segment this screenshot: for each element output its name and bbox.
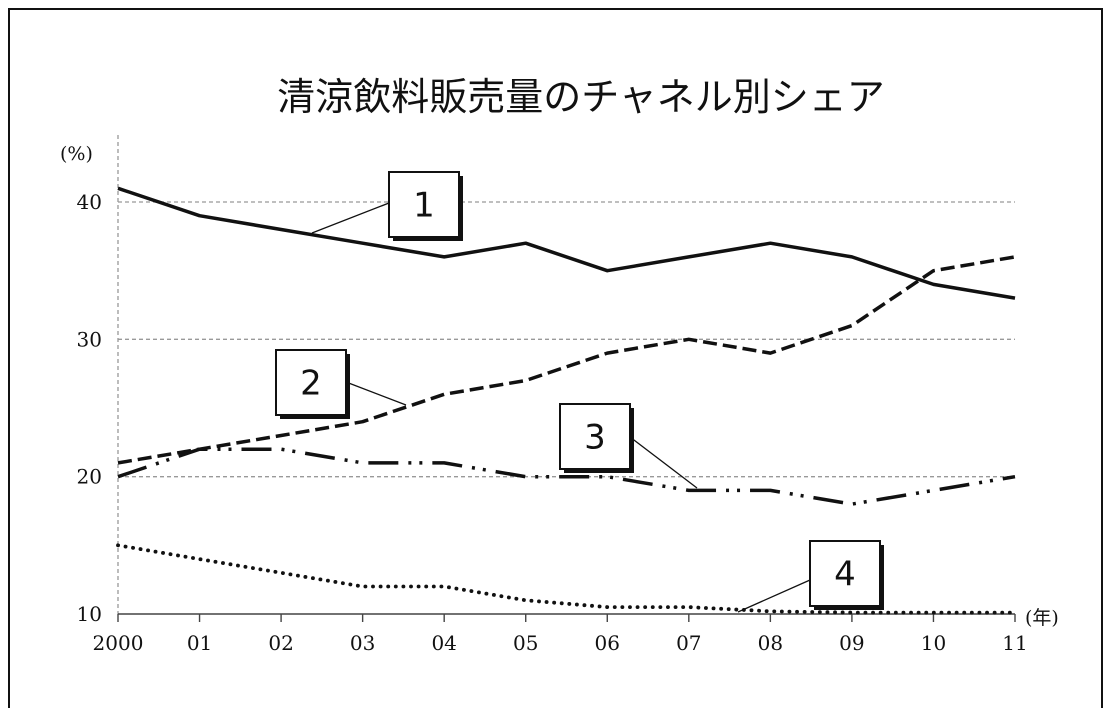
x-tick-label: 10: [921, 631, 946, 655]
x-tick-label: 11: [1002, 631, 1027, 655]
series-lines: [116, 186, 1017, 615]
series-label-4: 4: [834, 555, 856, 595]
series-line-1: [117, 186, 1016, 300]
series-line-3: [117, 447, 1016, 506]
series-label-3: 3: [584, 418, 606, 458]
callout-leader-4: [737, 579, 811, 613]
y-tick-label: 10: [77, 602, 102, 626]
y-axis-unit: (%): [60, 143, 93, 165]
y-tick-labels: 10 20 30 40: [77, 190, 102, 626]
x-tick-label: 06: [595, 631, 620, 655]
x-tick-label: 04: [431, 631, 456, 655]
x-tick-label: 03: [350, 631, 375, 655]
callout-box-3: [559, 403, 631, 470]
series-callouts: 1 2 3 4: [275, 171, 884, 613]
series-line-2: [117, 255, 1016, 465]
y-tick-label: 40: [77, 190, 102, 214]
x-tick-label: 07: [676, 631, 701, 655]
x-tick-label: 01: [187, 631, 212, 655]
y-tick-label: 30: [77, 327, 102, 351]
series-label-1: 1: [413, 186, 435, 226]
callout-box-2: [275, 349, 347, 416]
x-tick-label: 02: [268, 631, 293, 655]
x-tick-label: 09: [839, 631, 864, 655]
x-axis-unit: (年): [1025, 607, 1059, 629]
series-line-4: [116, 543, 1017, 615]
x-tick-label: 08: [758, 631, 783, 655]
x-tick-label: 05: [513, 631, 538, 655]
callout-box-4: [809, 540, 881, 607]
callout-leader-2: [345, 381, 407, 406]
x-tick-labels: 2000 01 02 03 04 05 06 07 08 09 10 11: [93, 631, 1028, 655]
y-tick-label: 20: [77, 465, 102, 489]
callout-box-1: [388, 171, 460, 238]
x-tick-label: 2000: [93, 631, 144, 655]
series-label-2: 2: [300, 364, 322, 404]
chart-frame: [8, 8, 1103, 708]
callout-leader-1: [311, 202, 390, 234]
chart-title: 清涼飲料販売量のチャネル別シェア: [277, 75, 885, 119]
callout-leader-3: [629, 436, 698, 489]
